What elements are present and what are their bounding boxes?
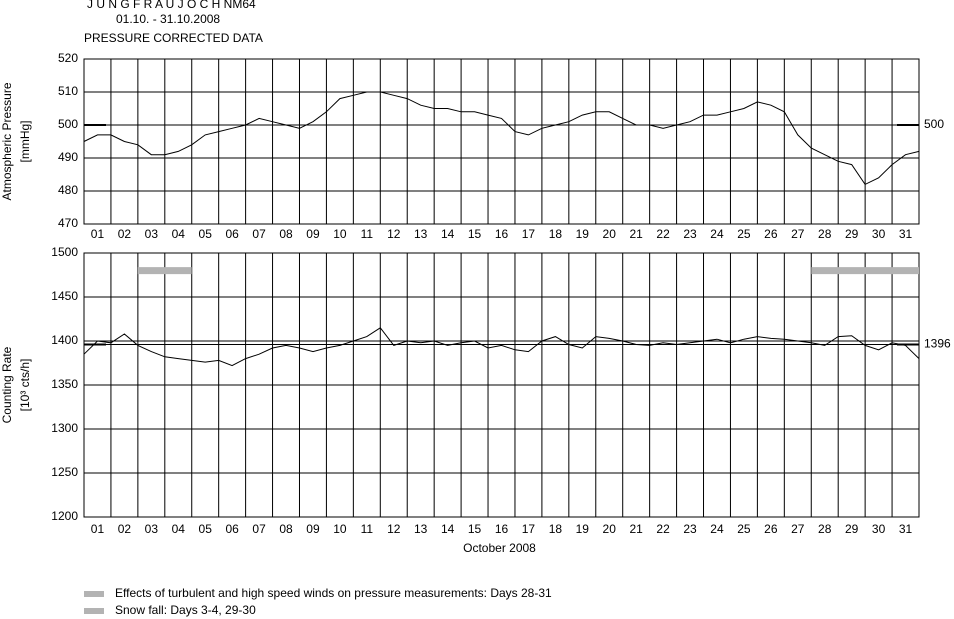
y-axis-unit: [10³ cts/h] <box>18 359 32 412</box>
x-tick-label: 10 <box>333 227 347 241</box>
x-tick-label: 31 <box>899 522 913 536</box>
y-tick-label: 1500 <box>51 245 78 259</box>
x-tick-label: 06 <box>225 227 239 241</box>
x-tick-label: 22 <box>656 227 670 241</box>
x-tick-label: 09 <box>306 227 320 241</box>
x-tick-label: 15 <box>468 227 482 241</box>
x-tick-label: 25 <box>737 522 751 536</box>
y-tick-label: 1400 <box>51 333 78 347</box>
x-tick-label: 08 <box>279 227 293 241</box>
x-tick-label: 23 <box>683 522 697 536</box>
x-tick-label: 23 <box>683 227 697 241</box>
x-tick-label: 18 <box>549 227 563 241</box>
legend-label: Effects of turbulent and high speed wind… <box>115 586 552 600</box>
x-tick-label: 05 <box>199 227 213 241</box>
x-tick-label: 02 <box>118 227 132 241</box>
reference-label: 500 <box>924 117 944 131</box>
x-tick-label: 04 <box>172 227 186 241</box>
x-tick-label: 27 <box>791 227 805 241</box>
x-tick-label: 03 <box>145 522 159 536</box>
x-tick-label: 15 <box>468 522 482 536</box>
note: PRESSURE CORRECTED DATA <box>84 31 263 45</box>
x-tick-label: 17 <box>522 522 536 536</box>
x-tick-label: 16 <box>495 227 509 241</box>
x-tick-label: 01 <box>91 227 105 241</box>
x-tick-label: 03 <box>145 227 159 241</box>
x-tick-label: 21 <box>629 227 643 241</box>
x-tick-label: 28 <box>818 227 832 241</box>
x-tick-label: 20 <box>603 227 617 241</box>
x-tick-label: 29 <box>845 227 859 241</box>
y-axis-unit: [mmHg] <box>18 121 32 163</box>
y-tick-label: 1300 <box>51 421 78 435</box>
x-tick-label: 25 <box>737 227 751 241</box>
y-tick-label: 520 <box>58 51 78 65</box>
y-tick-label: 500 <box>58 117 78 131</box>
x-tick-label: 19 <box>576 227 590 241</box>
x-tick-label: 18 <box>549 522 563 536</box>
x-tick-label: 04 <box>172 522 186 536</box>
y-tick-label: 470 <box>58 216 78 230</box>
data-line <box>83 91 920 186</box>
x-tick-label: 14 <box>441 227 455 241</box>
x-tick-label: 22 <box>656 522 670 536</box>
subtitle: 01.10. - 31.10.2008 <box>116 12 220 26</box>
y-tick-label: 1450 <box>51 289 78 303</box>
x-tick-label: 14 <box>441 522 455 536</box>
x-tick-label: 01 <box>91 522 105 536</box>
x-tick-label: 30 <box>872 227 886 241</box>
y-tick-label: 510 <box>58 84 78 98</box>
x-tick-label: 11 <box>361 522 374 536</box>
x-tick-label: 30 <box>872 522 886 536</box>
x-tick-label: 21 <box>629 522 643 536</box>
x-tick-label: 20 <box>603 522 617 536</box>
x-tick-label: 08 <box>279 522 293 536</box>
legend-label: Snow fall: Days 3-4, 29-30 <box>115 603 256 617</box>
legend-swatch <box>84 591 104 597</box>
x-tick-label: 05 <box>199 522 213 536</box>
x-tick-label: 12 <box>387 522 401 536</box>
y-tick-label: 1350 <box>51 377 78 391</box>
reference-label: 1396 <box>924 337 951 351</box>
x-tick-label: 09 <box>306 522 320 536</box>
y-tick-label: 480 <box>58 183 78 197</box>
y-tick-label: 490 <box>58 150 78 164</box>
x-tick-label: 07 <box>252 227 266 241</box>
y-tick-label: 1250 <box>51 465 78 479</box>
legend-swatch <box>84 608 104 614</box>
plot-frame <box>83 58 920 225</box>
x-tick-label: 16 <box>495 522 509 536</box>
x-tick-label: 24 <box>710 227 724 241</box>
y-tick-label: 1200 <box>51 509 78 523</box>
x-tick-label: 10 <box>333 522 347 536</box>
x-tick-label: 02 <box>118 522 132 536</box>
x-tick-label: 12 <box>387 227 401 241</box>
x-tick-label: 13 <box>414 227 428 241</box>
x-tick-label: 19 <box>576 522 590 536</box>
x-tick-label: 24 <box>710 522 724 536</box>
x-tick-label: 06 <box>225 522 239 536</box>
x-tick-label: 13 <box>414 522 428 536</box>
x-tick-label: 11 <box>361 227 374 241</box>
x-tick-label: 27 <box>791 522 805 536</box>
x-tick-label: 26 <box>764 227 778 241</box>
data-line <box>83 327 920 367</box>
y-axis-title: Atmospheric Pressure <box>0 82 14 200</box>
x-tick-label: 28 <box>818 522 832 536</box>
x-tick-label: 07 <box>252 522 266 536</box>
title: J U N G F R A U J O C H NM64 <box>87 0 256 11</box>
x-axis-title: October 2008 <box>463 541 536 555</box>
x-tick-label: 17 <box>522 227 536 241</box>
x-tick-label: 26 <box>764 522 778 536</box>
x-tick-label: 29 <box>845 522 859 536</box>
y-axis-title: Counting Rate <box>0 346 14 423</box>
x-tick-label: 31 <box>899 227 913 241</box>
